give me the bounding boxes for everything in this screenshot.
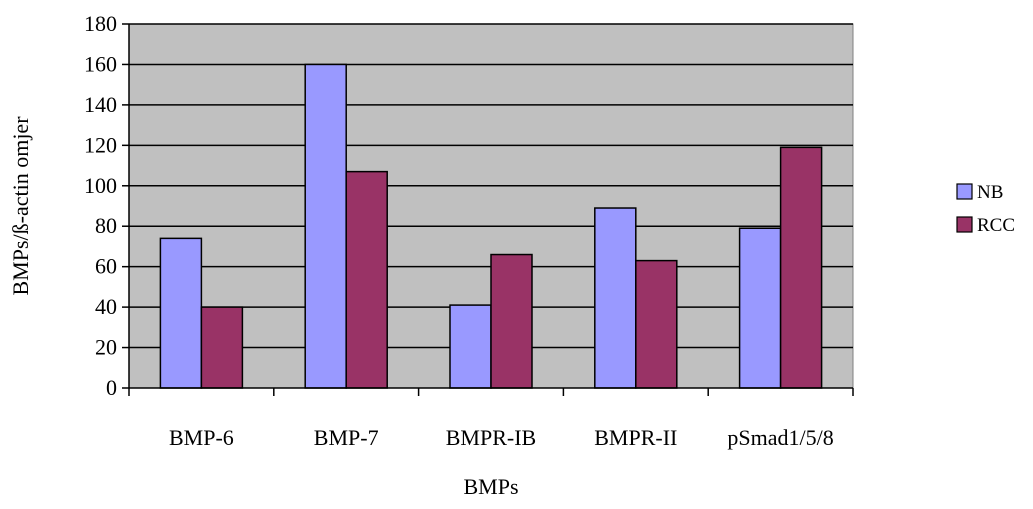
legend-label-nb: NB [977, 182, 1003, 203]
x-category-labels: BMP-6 BMP-7 BMPR-IB BMPR-II pSmad1/5/8 [169, 425, 834, 450]
bar-nb [159, 237, 203, 389]
y-tick-label: 100 [84, 173, 117, 198]
bar-rcc [345, 170, 388, 389]
x-category-label: BMP-6 [169, 425, 234, 450]
bar-rcc [635, 259, 678, 389]
y-tick-label: 160 [84, 51, 117, 76]
x-axis-title: BMPs [463, 474, 518, 499]
y-tick-label: 20 [95, 335, 117, 360]
x-category-label: BMP-7 [314, 425, 379, 450]
y-tick-label: 180 [84, 11, 117, 36]
axes [122, 23, 854, 396]
y-tick-label: 80 [95, 213, 117, 238]
bars [159, 63, 823, 389]
y-tick-label: 60 [95, 254, 117, 279]
gridlines [129, 23, 853, 349]
bar-nb [449, 304, 492, 389]
x-category-label: BMPR-II [594, 425, 677, 450]
y-tick-label: 40 [95, 294, 117, 319]
y-tick-label: 120 [84, 132, 117, 157]
y-tick-labels: 0 20 40 60 80 100 120 140 160 180 [84, 11, 117, 400]
y-tick-label: 140 [84, 92, 117, 117]
legend-label-rcc: RCC [977, 215, 1015, 236]
y-tick-label: 0 [106, 375, 117, 400]
bar-nb [304, 63, 347, 389]
bar-nb [594, 207, 637, 389]
bar-nb [738, 227, 782, 389]
bar-rcc [200, 306, 244, 389]
x-category-label: pSmad1/5/8 [727, 425, 833, 450]
y-axis-title: BMPs/ß-actin omjer [8, 116, 33, 296]
legend-swatch-rcc [956, 216, 973, 233]
legend: NB RCC [953, 173, 1033, 249]
legend-swatch-nb [956, 183, 973, 200]
bar-rcc [490, 253, 533, 389]
x-category-label: BMPR-IB [446, 425, 536, 450]
bar-rcc [779, 146, 823, 389]
